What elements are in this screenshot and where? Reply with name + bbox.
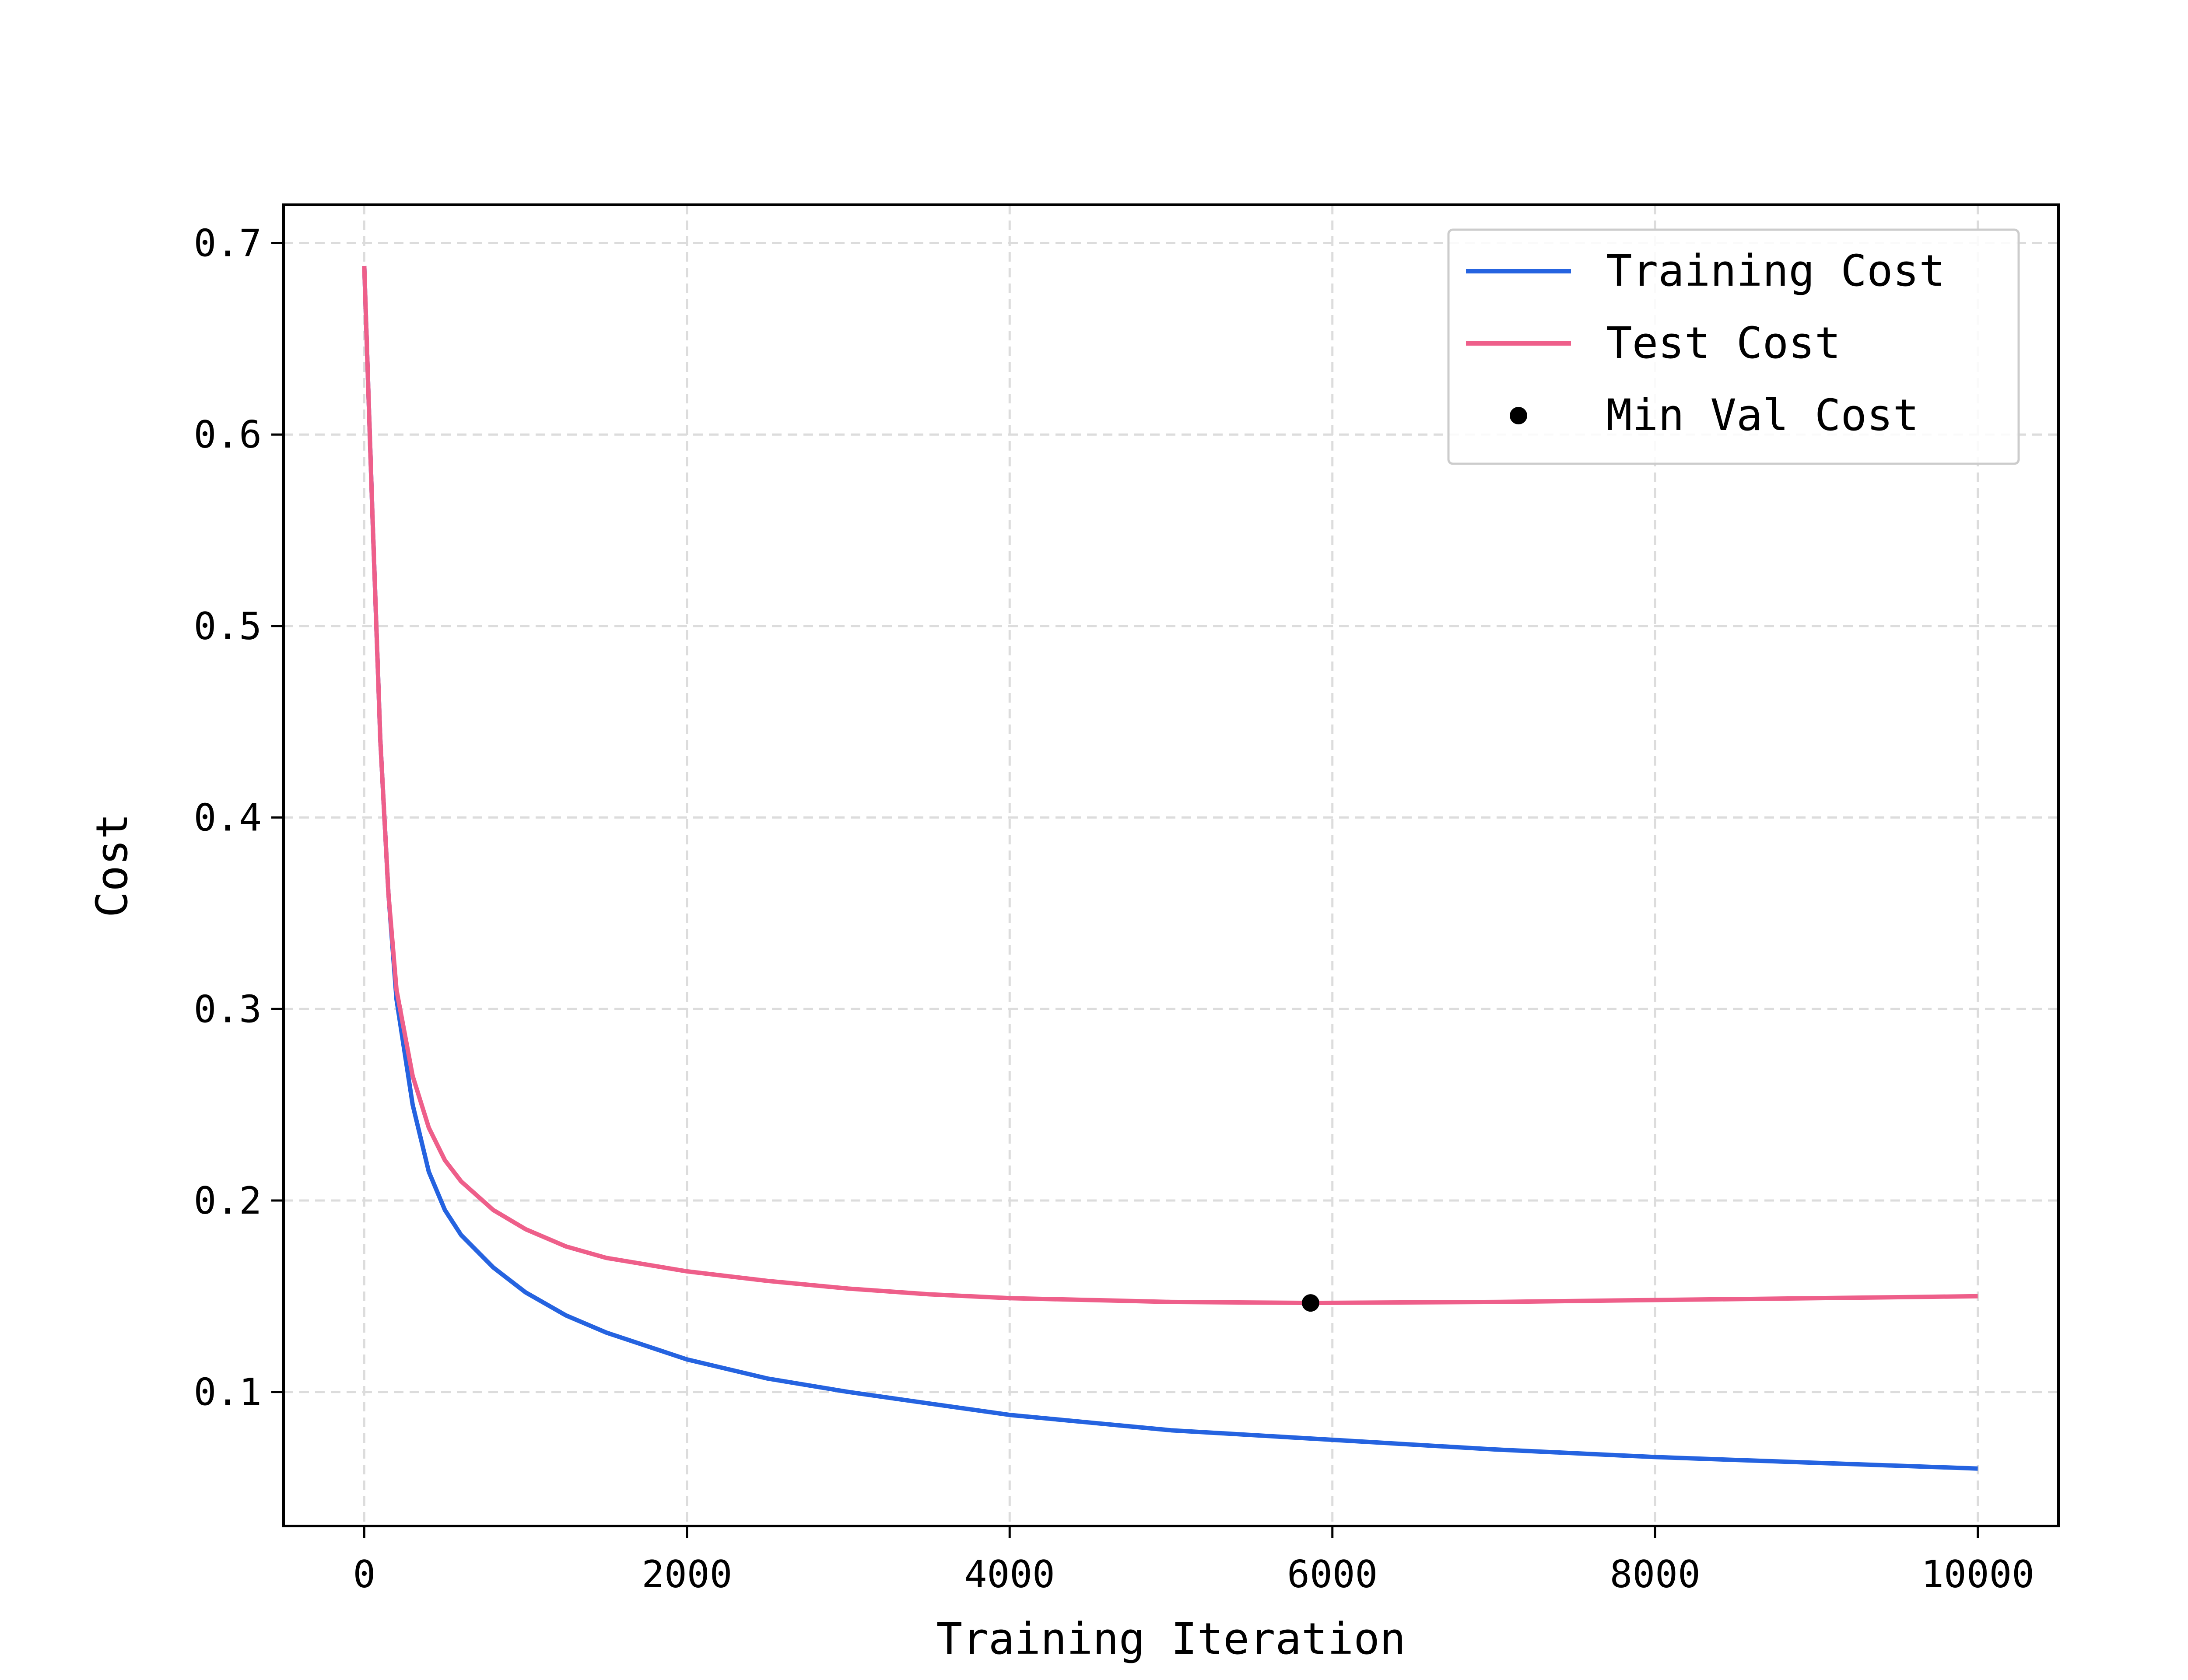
x-tick-label: 8000	[1610, 1553, 1701, 1596]
y-tick-label: 0.3	[194, 987, 262, 1031]
x-tick-label: 10000	[1921, 1553, 2034, 1596]
y-tick-label: 0.7	[194, 222, 262, 266]
legend-label-min-val-cost: Min Val Cost	[1606, 390, 1919, 441]
legend-label-training-cost: Training Cost	[1606, 246, 1945, 296]
y-tick-label: 0.1	[194, 1371, 262, 1414]
legend-box	[1447, 228, 2020, 465]
x-tick-label: 4000	[964, 1553, 1055, 1596]
x-tick-label: 0	[353, 1553, 375, 1596]
legend: Training Cost Test Cost Min Val Cost	[1447, 228, 2020, 465]
y-tick-label: 0.2	[194, 1179, 262, 1223]
plot-frame	[282, 203, 2060, 1527]
grid	[284, 205, 2058, 1526]
y-tick-label: 0.6	[194, 413, 262, 457]
legend-marker-min-val-cost	[1510, 407, 1527, 424]
marker-min-val-cost	[1301, 1294, 1319, 1312]
x-tick-label: 6000	[1287, 1553, 1378, 1596]
y-tick-label: 0.4	[194, 796, 262, 840]
y-axis-label: Cost	[87, 813, 137, 917]
plot-area	[362, 266, 1978, 1471]
y-tick-label: 0.5	[194, 605, 262, 648]
x-axis-label: Training Iteration	[936, 1614, 1406, 1664]
axis-ticks: 0 2000 4000 6000 8000 10000 0.1 0.2 0.3 0.4 0.5 0.6…	[194, 222, 2034, 1596]
legend-label-test-cost: Test Cost	[1606, 318, 1841, 368]
x-tick-label: 2000	[642, 1553, 732, 1596]
